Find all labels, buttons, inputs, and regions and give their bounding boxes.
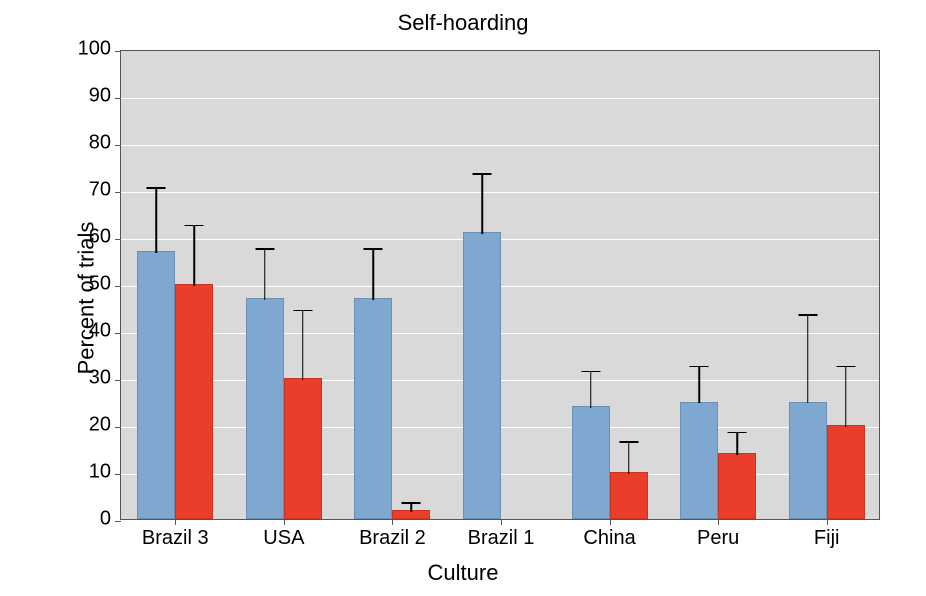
error-bar (373, 248, 375, 300)
y-tick-label: 0 (100, 508, 121, 531)
error-bar (807, 314, 809, 403)
x-tick-label: Fiji (814, 519, 840, 550)
y-tick-label: 40 (89, 320, 121, 343)
chart-container: Self-hoarding Percent of trials Culture … (0, 0, 926, 596)
error-cap (798, 314, 817, 316)
error-bar (156, 187, 158, 253)
error-cap (402, 502, 421, 504)
bar-series-b (718, 453, 756, 519)
error-bar (698, 366, 700, 404)
bar-series-b (610, 472, 648, 519)
x-tick-label: Brazil 3 (142, 519, 209, 550)
error-cap (473, 173, 492, 175)
bar-series-a (354, 298, 392, 519)
y-tick-label: 100 (78, 38, 121, 61)
error-cap (364, 248, 383, 250)
x-axis-label: Culture (0, 560, 926, 586)
gridline (121, 192, 879, 193)
plot-area: 0102030405060708090100Brazil 3USABrazil … (120, 50, 880, 520)
x-tick-label: Peru (697, 519, 739, 550)
bar-series-b (827, 425, 865, 519)
error-cap (728, 432, 747, 434)
bar-series-b (284, 378, 322, 519)
error-cap (836, 366, 855, 368)
gridline (121, 98, 879, 99)
y-tick-label: 10 (89, 461, 121, 484)
bar-series-a (572, 406, 610, 519)
error-bar (264, 248, 266, 300)
x-tick-label: Brazil 1 (468, 519, 535, 550)
error-bar (845, 366, 847, 427)
error-cap (185, 225, 204, 227)
bar-series-a (680, 402, 718, 520)
y-tick-label: 90 (89, 85, 121, 108)
error-bar (628, 441, 630, 474)
error-cap (581, 371, 600, 373)
error-bar (302, 310, 304, 381)
error-bar (481, 173, 483, 234)
y-tick-label: 60 (89, 226, 121, 249)
error-cap (255, 248, 274, 250)
chart-title: Self-hoarding (0, 10, 926, 36)
y-tick-label: 80 (89, 132, 121, 155)
bar-series-a (137, 251, 175, 519)
error-cap (619, 441, 638, 443)
x-tick-label: Brazil 2 (359, 519, 426, 550)
bar-series-b (175, 284, 213, 519)
error-cap (147, 187, 166, 189)
x-tick-label: USA (263, 519, 304, 550)
error-bar (736, 432, 738, 456)
bar-series-a (463, 232, 501, 519)
x-tick-label: China (583, 519, 635, 550)
error-cap (293, 310, 312, 312)
error-bar (590, 371, 592, 409)
bar-series-a (789, 402, 827, 520)
y-tick-label: 70 (89, 179, 121, 202)
y-tick-label: 30 (89, 367, 121, 390)
y-tick-label: 50 (89, 273, 121, 296)
error-bar (194, 225, 196, 286)
gridline (121, 145, 879, 146)
y-tick-label: 20 (89, 414, 121, 437)
bar-series-a (246, 298, 284, 519)
error-cap (690, 366, 709, 368)
